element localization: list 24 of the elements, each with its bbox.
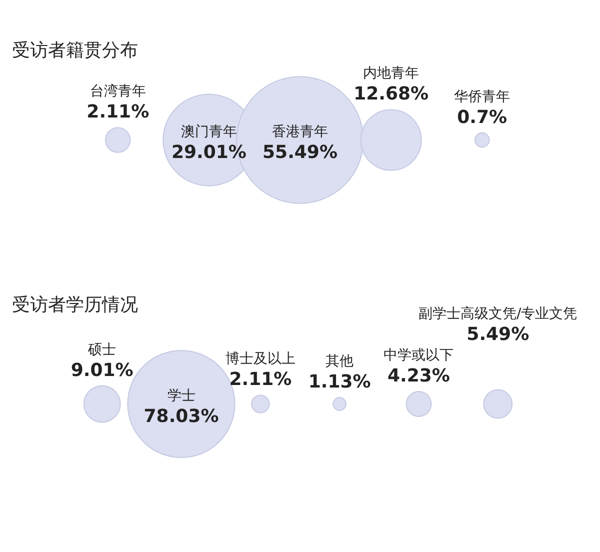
category-label: 澳门青年 bbox=[180, 124, 237, 140]
data-label: 55.49% bbox=[262, 142, 338, 163]
data-label: 9.01% bbox=[70, 360, 134, 381]
data-label: 2.11% bbox=[86, 102, 150, 123]
data-label: 5.49% bbox=[466, 324, 530, 345]
category-label: 副学士高级文凭/专业文凭 bbox=[418, 306, 578, 322]
category-label: 香港青年 bbox=[272, 124, 328, 140]
data-label: 29.01% bbox=[171, 142, 246, 163]
category-label: 硕士 bbox=[87, 342, 116, 358]
data-label: 78.03% bbox=[144, 406, 219, 427]
category-label: 其他 bbox=[326, 354, 354, 370]
category-label: 中学或以下 bbox=[384, 348, 454, 364]
category-label: 博士及以上 bbox=[225, 351, 296, 368]
category-label: 学士 bbox=[167, 388, 196, 404]
category-label: 华侨青年 bbox=[454, 88, 510, 105]
category-label: 台湾青年 bbox=[90, 84, 146, 100]
category-label: 内地青年 bbox=[363, 66, 420, 82]
text: 受访者学历情况 bbox=[12, 294, 138, 316]
data-label: 0.7% bbox=[457, 106, 508, 128]
text: 受访者籍贯分布 bbox=[12, 40, 138, 62]
data-label: 12.68% bbox=[354, 84, 429, 105]
data-label: 4.23% bbox=[388, 366, 450, 387]
data-label: 2.11% bbox=[229, 369, 292, 390]
data-label: 1.13% bbox=[308, 372, 371, 393]
